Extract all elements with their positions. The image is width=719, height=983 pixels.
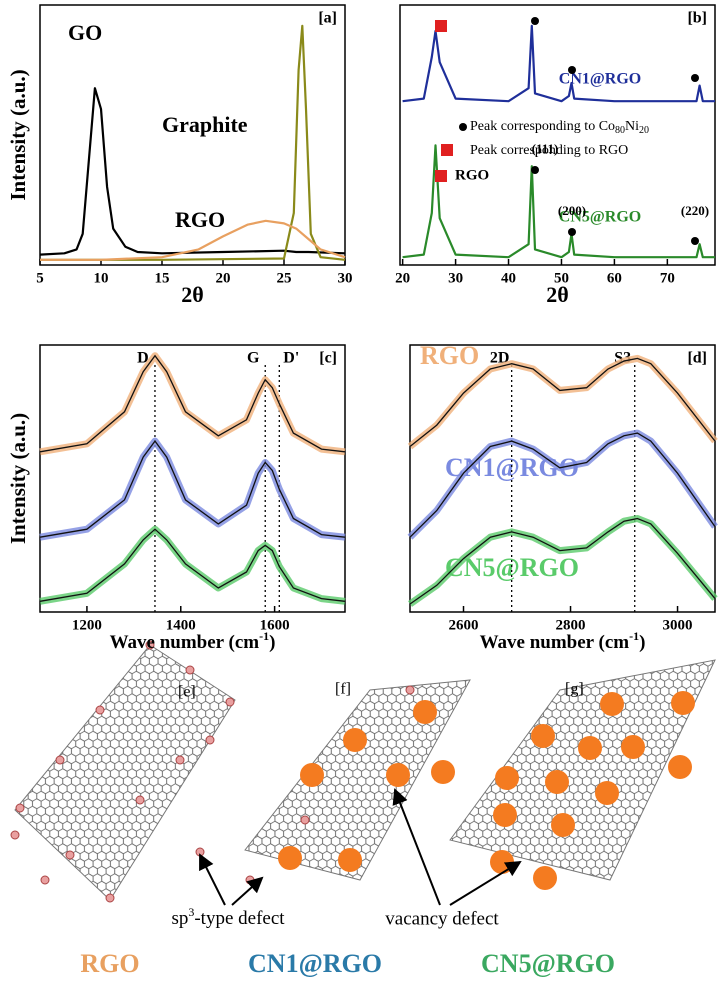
text: -type defect [194,908,285,929]
x-tick-label: 70 [660,270,675,286]
peak-annotation: (200) [558,203,586,218]
series-line [403,145,715,257]
series-line [403,26,715,101]
alloy-marker [568,228,576,236]
peak-label: G [247,350,260,367]
plot-frame [400,5,715,265]
series-line [410,433,715,537]
panel-label: [g] [565,681,584,698]
x-tick-label: 2600 [449,617,479,633]
x-tick-label: 1200 [72,617,102,633]
lattice-e [15,645,235,900]
text: Wave number (cm [480,632,630,653]
x-tick-label: 60 [607,270,622,286]
alloy-marker [568,66,576,74]
panel-label: [b] [687,10,707,27]
key-text: Peak corresponding to RGO [470,143,628,158]
subscript: 80 [615,125,625,136]
figure: [e] [f] [g] sp3-type defect vacancy defe… [0,0,719,983]
x-axis-label: Wave number (cm-1) [110,629,276,654]
key-dot [459,123,467,131]
legend-entry: RGO [80,949,139,978]
superscript: -1 [629,629,639,643]
legend-entry: CN5@RGO [481,949,615,978]
legend-entry: CN1@RGO [248,949,382,978]
x-axis-label: 2θ [546,282,568,307]
panel-label: [d] [687,350,707,367]
rgo-marker [435,20,447,32]
x-tick-label: 30 [338,270,353,286]
panel-label: [e] [178,684,196,701]
peak-annotation: (220) [681,203,709,218]
peak-label: D' [283,350,299,367]
text: Wave number (cm [110,632,260,653]
vacancy-label: vacancy defect [385,908,499,929]
text: Peak corresponding to RGO [470,143,628,158]
x-tick-label: 20 [395,270,410,286]
subscript: 20 [639,125,649,136]
rgo-marker [435,170,447,182]
x-tick-label: 30 [448,270,463,286]
key-square [441,144,453,156]
alloy-marker [691,74,699,82]
series-line [40,441,345,537]
y-axis-label: Intensity (a.u.) [6,69,30,200]
x-tick-label: 3000 [663,617,693,633]
series-line [40,356,345,452]
superscript: -1 [259,629,269,643]
x-tick-label: 20 [216,270,231,286]
lattice-diagrams: [e] [f] [g] sp3-type defect vacancy defe… [11,641,715,929]
series-label: GO [68,20,102,45]
x-tick-label: 25 [277,270,292,286]
panel-label: [a] [318,10,337,27]
x-tick-label: 5 [36,270,44,286]
text: Ni [625,119,639,134]
peak-annotation: RGO [455,167,489,183]
key-text: Peak corresponding to Co80Ni20 [470,119,649,136]
x-axis-label: Wave number (cm-1) [480,629,646,654]
text: sp [171,908,188,929]
sp3-label: sp3-type defect [171,905,285,930]
panel-label: [f] [335,681,351,698]
x-tick-label: 2800 [556,617,586,633]
x-tick-label: 40 [501,270,516,286]
series-label: RGO [175,207,225,232]
alloy-marker [691,237,699,245]
text: Peak corresponding to Co [470,119,615,134]
x-tick-label: 15 [155,270,170,286]
series-label: Graphite [162,112,248,137]
y-axis-label: Intensity (a.u.) [6,413,30,544]
fit-line [410,358,715,446]
alloy-marker [531,17,539,25]
x-axis-label: 2θ [181,282,203,307]
alloy-marker [531,166,539,174]
text: ) [639,632,645,653]
x-tick-label: 1400 [166,617,196,633]
panel-label: [c] [319,350,337,367]
x-tick-label: 10 [94,270,109,286]
text: ) [269,632,275,653]
